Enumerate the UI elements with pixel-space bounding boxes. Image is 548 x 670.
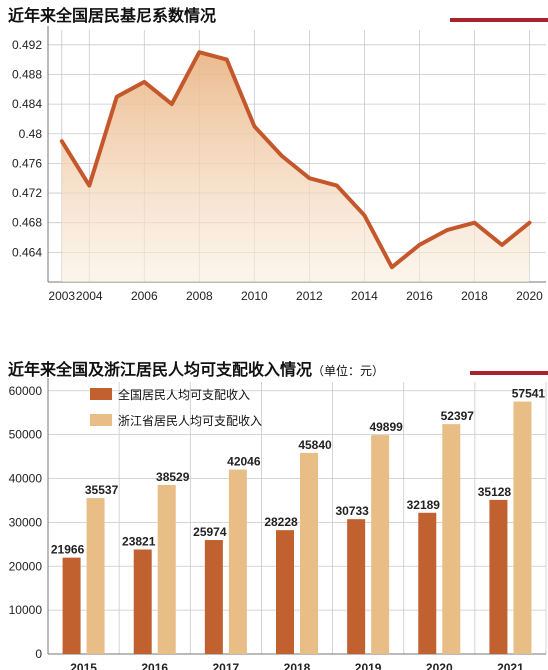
y-tick-label: 0.464 <box>12 245 42 259</box>
bar-national <box>62 557 81 654</box>
bar-national <box>204 540 223 654</box>
legend-swatch <box>90 414 112 426</box>
data-label-zhejiang: 57541 <box>512 387 546 401</box>
y-tick-label: 0.476 <box>12 156 42 170</box>
x-tick-label: 2008 <box>186 289 213 303</box>
data-label-national: 23821 <box>122 534 156 548</box>
data-label-national: 35128 <box>478 485 512 499</box>
bar-zhejiang <box>300 452 318 654</box>
y-tick-label: 40000 <box>9 472 43 486</box>
x-tick-label: 2020 <box>516 289 543 303</box>
y-tick-label: 50000 <box>9 428 43 442</box>
gini-line-chart: 0.464 0.468 0.472 0.476 0.48 0.484 0.488 0.492 2… <box>12 26 546 303</box>
y-tick-label: 60000 <box>9 384 43 398</box>
y-tick-label: 0.468 <box>12 216 42 230</box>
y-tick-label: 0 <box>35 647 42 661</box>
x-tick-label: 2010 <box>241 289 268 303</box>
y-tick-label: 30000 <box>9 515 43 529</box>
x-tick-label: 2014 <box>351 289 378 303</box>
y-tick-label: 0.48 <box>19 127 43 141</box>
x-tick-label: 2021 <box>497 661 524 670</box>
x-tick-label: 2015 <box>70 661 97 670</box>
data-label-zhejiang: 38529 <box>156 470 190 484</box>
bar-zhejiang <box>228 469 247 654</box>
x-tick-label: 2004 <box>76 289 103 303</box>
data-label-national: 25974 <box>193 525 227 539</box>
x-tick-label: 2012 <box>296 289 323 303</box>
data-label-national: 30733 <box>335 504 369 518</box>
x-tick-label: 2020 <box>426 661 453 670</box>
bar-chart-unit: （单位：元） <box>312 364 385 378</box>
data-label-national: 21966 <box>51 543 85 557</box>
x-tick-label: 2003 <box>48 289 75 303</box>
legend-swatch <box>90 388 112 400</box>
data-label-national: 32189 <box>407 498 441 512</box>
title-accent-bar-bottom <box>470 371 548 375</box>
gini-line <box>59 50 532 270</box>
x-tick-label: 2018 <box>284 661 311 670</box>
bar-national <box>133 549 152 654</box>
bar-national <box>418 512 437 654</box>
bar-national <box>276 530 294 654</box>
title-accent-bar-top <box>450 18 548 22</box>
legend-label: 浙江省居民人均可支配收入 <box>118 414 262 428</box>
line-chart-title: 近年来全国居民基尼系数情况 <box>8 6 217 25</box>
x-tick-label: 2017 <box>213 661 240 670</box>
x-tick-label: 2019 <box>355 661 382 670</box>
x-tick-label: 2006 <box>131 289 158 303</box>
y-tick-label: 0.492 <box>12 38 42 52</box>
y-tick-label: 10000 <box>9 603 43 617</box>
bar-chart-title-text: 近年来全国及浙江居民人均可支配收入情况 <box>8 360 313 379</box>
bar-zhejiang <box>442 424 461 654</box>
y-tick-label: 0.488 <box>12 67 42 81</box>
y-tick-label: 0.484 <box>12 97 42 111</box>
y-tick-label: 0.472 <box>12 186 42 200</box>
bar-zhejiang <box>157 484 176 654</box>
y-tick-label: 20000 <box>9 559 43 573</box>
bar-zhejiang <box>86 498 105 654</box>
data-label-zhejiang: 42046 <box>227 455 261 469</box>
x-tick-label: 2018 <box>461 289 488 303</box>
income-bar-chart: 0 10000 20000 30000 40000 50000 60000 21966 3553… <box>9 378 547 670</box>
x-tick-label: 2016 <box>406 289 433 303</box>
data-label-zhejiang: 52397 <box>441 409 475 423</box>
data-label-zhejiang: 35537 <box>85 483 119 497</box>
bar-national <box>489 499 508 654</box>
bar-chart-title: 近年来全国及浙江居民人均可支配收入情况（单位：元） <box>8 356 384 380</box>
legend-label: 全国居民人均可支配收入 <box>118 387 250 402</box>
bar-national <box>347 519 366 654</box>
x-tick-label: 2016 <box>141 661 168 670</box>
data-label-national: 28228 <box>264 515 298 529</box>
bar-zhejiang <box>371 435 390 654</box>
bar-zhejiang <box>513 401 532 654</box>
data-label-zhejiang: 49899 <box>369 420 403 434</box>
data-label-zhejiang: 45840 <box>298 438 332 452</box>
